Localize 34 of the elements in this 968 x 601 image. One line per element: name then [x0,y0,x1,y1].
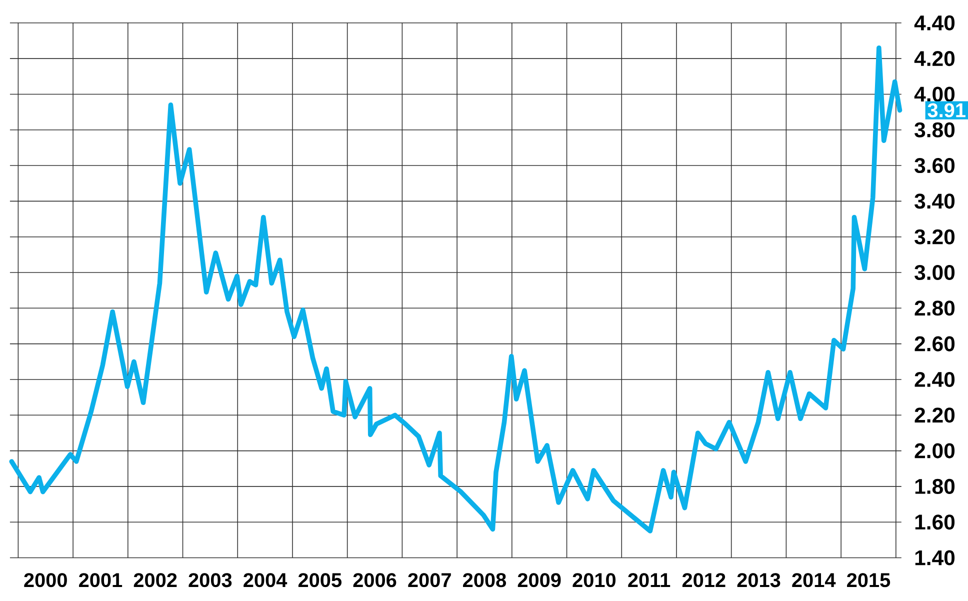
y-tick-label: 4.00 [914,86,955,102]
x-tick-label: 2012 [682,573,726,588]
line-series [9,46,902,534]
y-tick-label: 2.20 [914,408,955,423]
y-tick-label: 2.60 [914,336,955,352]
x-tick-label: 2009 [518,573,561,588]
x-tick-label: 2005 [298,573,342,588]
x-tick-label: 2014 [792,573,836,588]
y-tick-label: 3.40 [914,194,955,209]
y-tick-label: 1.60 [915,514,955,530]
x-tick-label: 2004 [244,573,288,588]
y-tick-label: 3.60 [914,158,955,174]
x-tick-label: 2006 [353,573,396,588]
x-tick-label: 2011 [628,573,670,588]
y-tick-label: 3.00 [914,265,955,280]
x-tick-label: 2003 [188,573,232,588]
x-tick-label: 2001 [79,573,122,588]
x-tick-label: 2015 [847,573,890,588]
y-tick-label: 3.20 [914,230,955,245]
y-tick-label: 4.20 [914,51,955,66]
y-tick-label: 2.40 [914,372,955,388]
y-tick-label: 1.40 [915,550,955,566]
x-tick-label: 2000 [24,573,67,588]
x-tick-label: 2008 [463,573,506,588]
x-tick-label: 2013 [737,573,780,588]
y-tick-label: 2.00 [914,443,955,459]
y-tick-label: 3.80 [914,122,955,138]
y-tick-label: 1.80 [915,479,955,494]
x-tick-label: 2010 [572,573,616,588]
x-tick-label: 2002 [134,573,177,588]
y-tick-label: 2.80 [914,300,955,316]
y-tick-label: 4.40 [914,16,955,31]
x-tick-label: 2007 [408,573,451,588]
annotation: 3.91 [928,103,966,118]
